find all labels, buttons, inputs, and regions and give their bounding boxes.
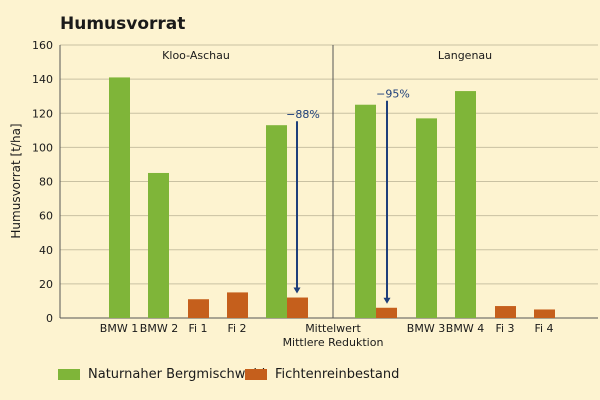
reduction-label: −88% (286, 108, 320, 121)
legend-swatch-green (58, 369, 80, 380)
y-tick-label: 40 (39, 244, 53, 257)
reduction-arrow-head (293, 287, 301, 294)
reduction-arrow-head (383, 297, 391, 304)
y-axis-label: Humusvorrat [t/ha] (9, 123, 23, 238)
bar (188, 299, 209, 318)
y-tick-label: 80 (39, 176, 53, 189)
legend-swatch-orange (245, 369, 267, 380)
center-label-mittelwert: Mittelwert (305, 322, 361, 335)
x-tick-label: BMW 2 (140, 322, 178, 335)
bar (266, 125, 287, 318)
center-label-reduktion: Mittlere Reduktion (283, 336, 384, 349)
x-tick-label: Fi 4 (534, 322, 553, 335)
legend-label-fichtenreinbestand: Fichtenreinbestand (275, 367, 400, 382)
panel-label: Langenau (438, 49, 492, 62)
legend-label-bergmischwald: Naturnaher Bergmischwald (88, 367, 266, 382)
bar (287, 297, 308, 318)
bar (109, 77, 130, 318)
y-tick-label: 160 (32, 39, 53, 52)
bar (355, 104, 376, 318)
bar (495, 306, 516, 318)
y-tick-label: 140 (32, 73, 53, 86)
bar (416, 118, 437, 319)
x-tick-label: Fi 2 (227, 322, 246, 335)
bar (148, 172, 169, 318)
x-tick-label: BMW 4 (446, 322, 484, 335)
panel-label: Kloo-Aschau (162, 49, 230, 62)
legend-item-fichtenreinbestand: Fichtenreinbestand (245, 367, 399, 382)
y-tick-label: 120 (32, 107, 53, 120)
bar (455, 91, 476, 318)
bar (227, 292, 248, 318)
legend-item-bergmischwald: Naturnaher Bergmischwald (58, 367, 265, 382)
bar (376, 307, 397, 318)
y-tick-label: 60 (39, 210, 53, 223)
chart-title: Humusvorrat (60, 14, 186, 34)
bar (534, 309, 555, 318)
y-tick-label: 100 (32, 141, 53, 154)
x-tick-label: Fi 1 (188, 322, 207, 335)
reduction-label: −95% (376, 88, 410, 101)
y-tick-label: 20 (39, 278, 53, 291)
x-tick-label: BMW 3 (407, 322, 445, 335)
y-tick-label: 0 (46, 312, 53, 325)
x-tick-label: BMW 1 (100, 322, 138, 335)
x-tick-label: Fi 3 (495, 322, 514, 335)
